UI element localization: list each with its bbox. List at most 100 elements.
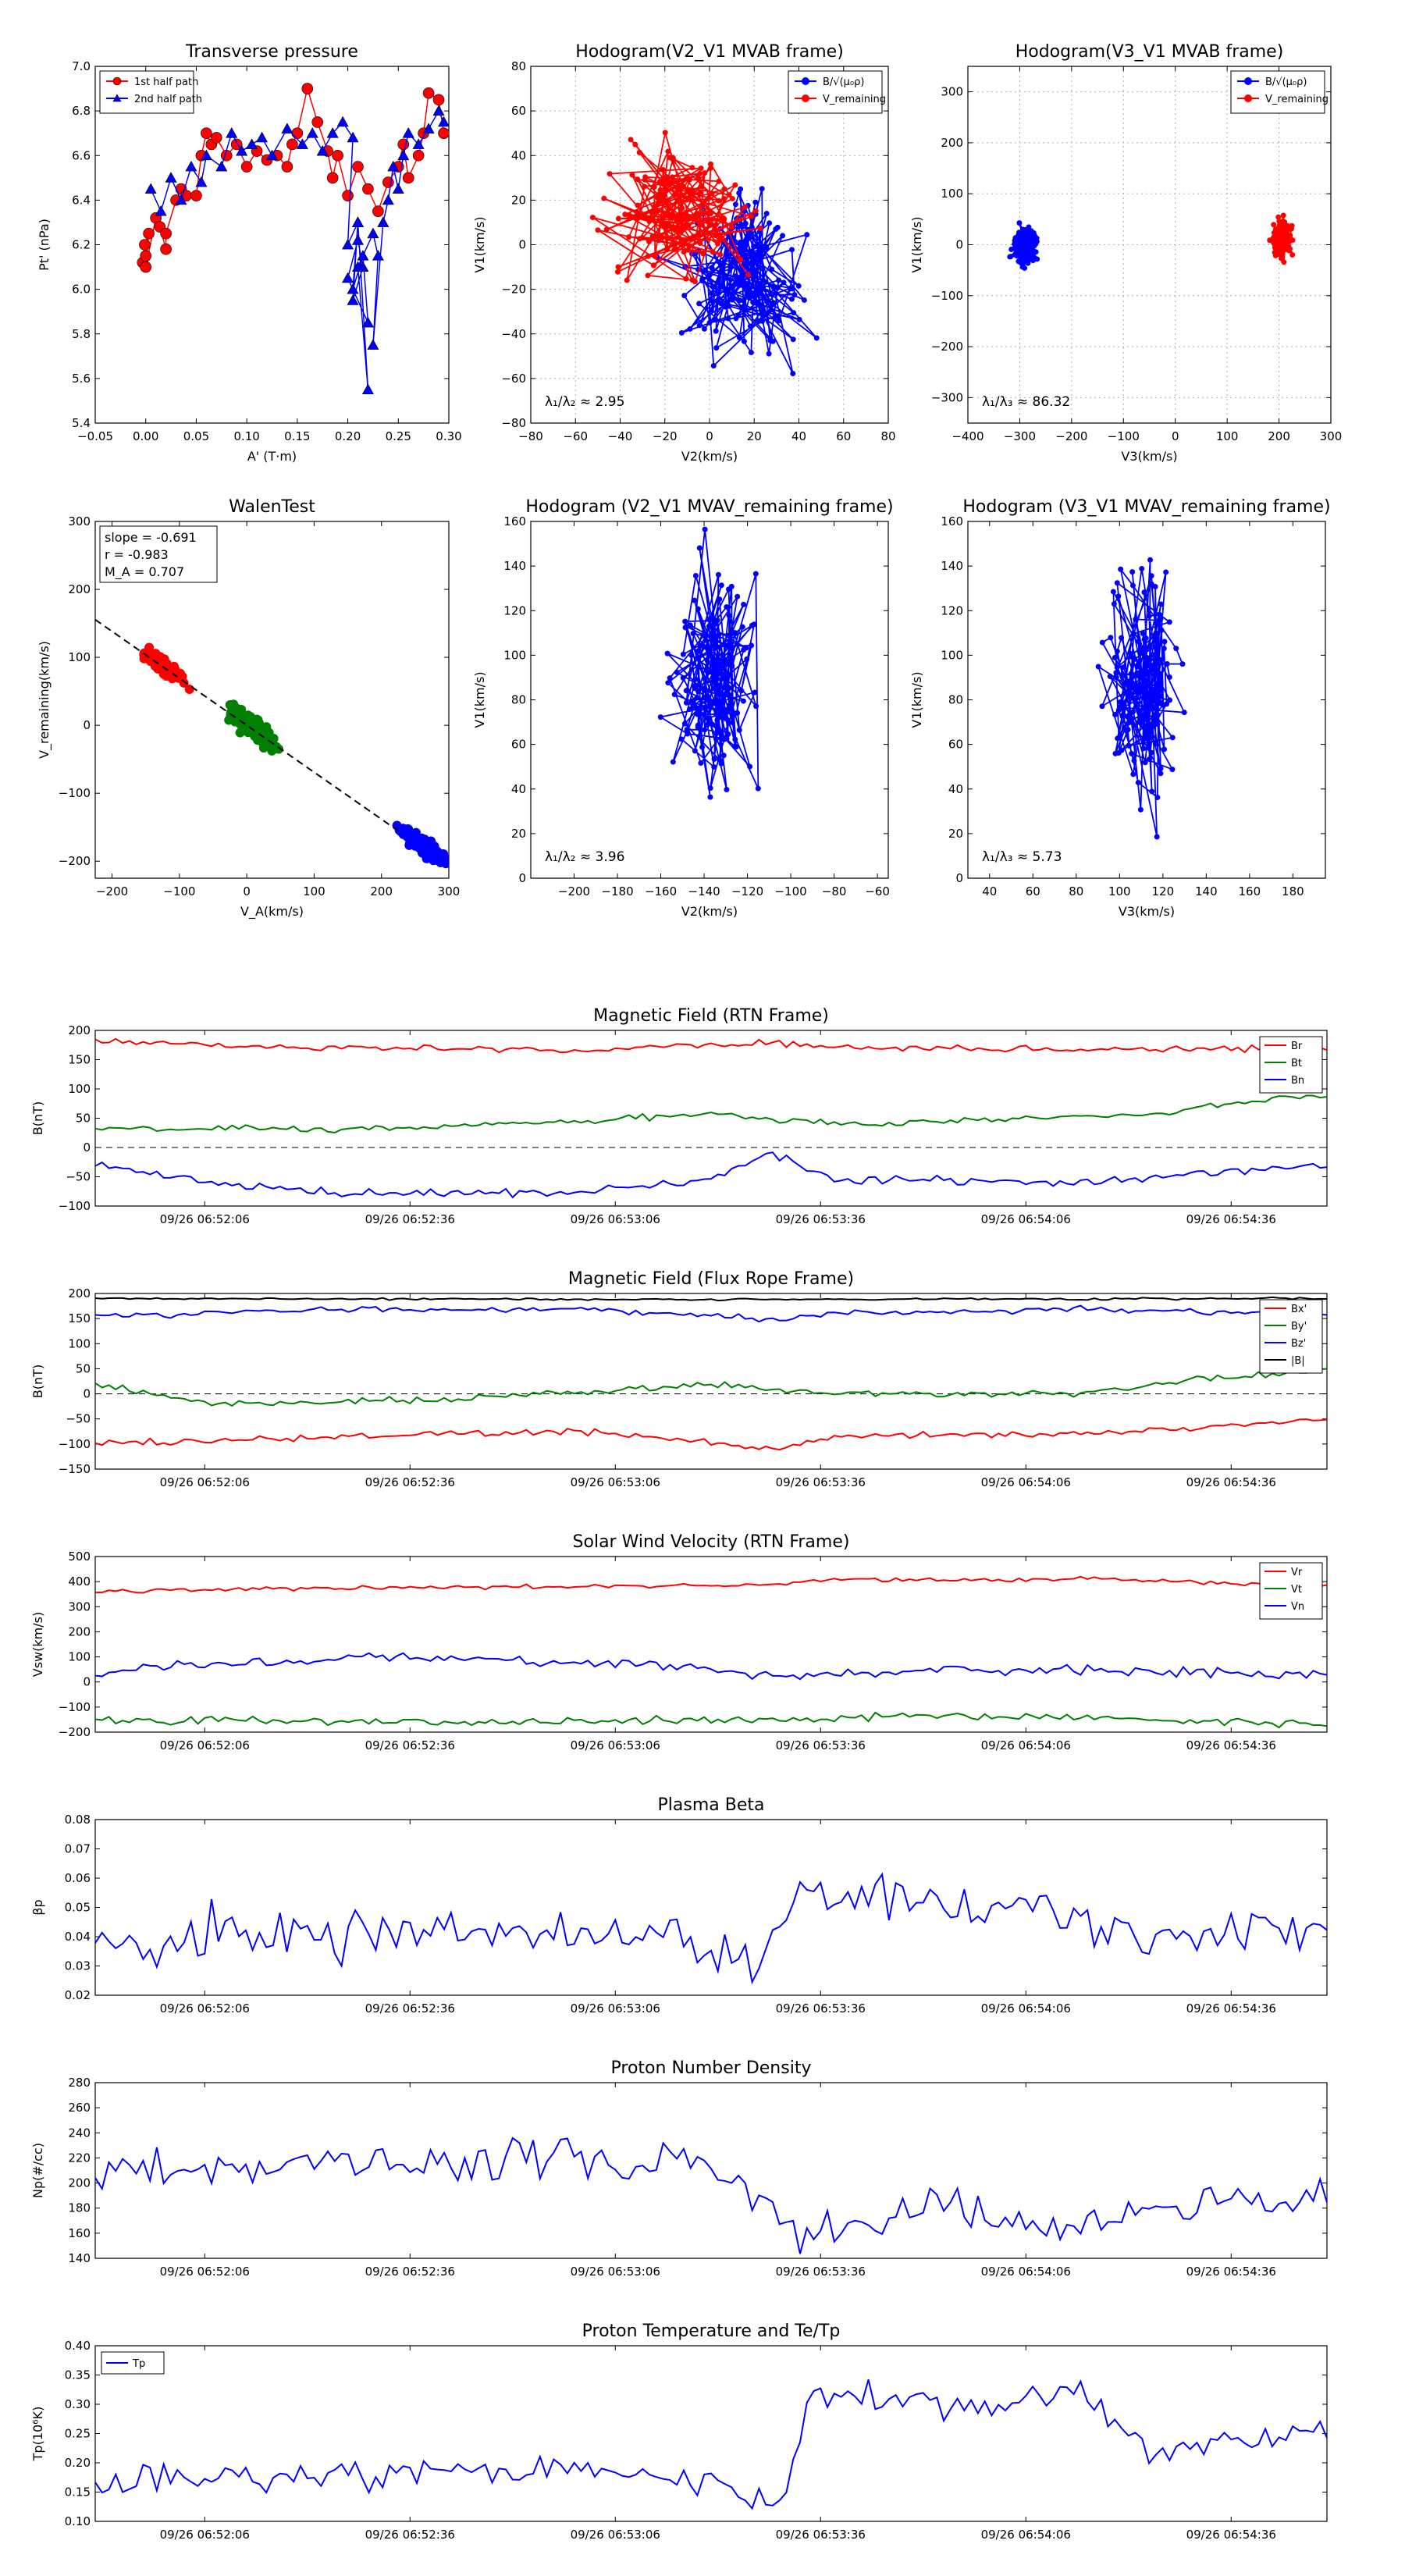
data-point [802,77,809,85]
data-point [274,744,284,754]
chart-title: Hodogram (V3_V1 MVAV_remaining frame) [962,497,1330,517]
data-point [636,149,642,155]
data-point [1161,639,1168,645]
data-point [1095,664,1101,670]
x-tick-label: 40 [982,884,997,898]
y-tick-label: 0.20 [65,2456,91,2470]
legend-label: B/√(μ₀ρ) [1265,76,1307,88]
legend-label: Br [1291,1041,1303,1052]
data-point [733,273,739,279]
data-point [336,116,349,127]
data-point [727,264,734,270]
data-point [601,195,607,201]
data-point [306,127,318,138]
y-tick-label: −100 [59,1700,91,1714]
data-point [758,249,764,255]
data-point [759,310,766,316]
series-line-2 [95,1652,1327,1681]
series-line-0 [656,188,817,374]
stats-line: slope = -0.691 [105,530,197,545]
chart-p5: −200 −180 −160 −140 −120 −100 −80 −60 0 20 40 60 80 1… [472,497,894,919]
data-point [763,211,770,217]
x-tick-label: 0.10 [233,429,259,443]
data-point [716,632,722,638]
x-tick-label: −40 [608,429,633,443]
data-point [685,731,691,737]
data-point [724,716,730,722]
data-point [724,787,730,793]
y-tick-label: 220 [68,2151,91,2165]
y-axis-label: Np(#/cc) [30,2143,45,2198]
y-tick-label: 200 [68,1624,91,1638]
data-point [699,744,706,750]
x-tick-label: 09/26 06:54:06 [981,1738,1071,1752]
data-point [717,269,724,276]
data-point [1156,656,1162,663]
y-tick-label: 100 [68,1082,91,1096]
legend-label: 1st half path [134,76,198,88]
series-line-0 [95,1037,1327,1054]
data-point [664,223,670,229]
y-tick-label: 6.0 [72,283,91,297]
data-point [1135,685,1141,691]
data-point [1133,672,1139,678]
axes-frame [530,521,889,879]
legend-label: Vn [1291,1601,1304,1613]
data-point [756,264,763,270]
x-tick-label: 0 [1172,429,1179,443]
stats-line: r = -0.983 [105,547,169,562]
data-point [676,229,682,235]
data-point [717,711,724,717]
data-point [1167,697,1173,703]
data-point [265,149,279,161]
data-point [1154,721,1161,728]
data-point [710,721,716,728]
data-point [714,617,720,624]
y-tick-label: 0.25 [65,2427,91,2441]
data-point [1147,756,1153,762]
data-point [702,704,709,710]
data-point [1137,647,1144,653]
data-point [140,261,152,273]
data-point [642,183,648,190]
data-point [624,277,630,283]
data-point [316,144,329,156]
data-point [1142,715,1148,721]
data-point [438,127,449,139]
data-point [1275,244,1282,250]
data-point [681,720,688,727]
data-point [686,176,692,183]
legend-box [1259,1299,1323,1374]
data-point [253,715,263,725]
x-tick-label: 180 [1282,884,1304,898]
data-point [244,719,254,729]
data-point [1158,601,1164,607]
y-axis-label: V1(km/s) [909,671,924,728]
data-point [1115,735,1121,742]
data-point [1179,661,1186,667]
data-point [680,183,686,190]
data-point [710,249,716,255]
data-point [1028,228,1034,234]
data-point [692,597,698,603]
data-point [702,170,708,176]
data-point [1130,771,1136,777]
series-line-2 [95,1304,1327,1323]
data-point [1099,703,1105,710]
data-point [347,294,359,305]
y-tick-label: −50 [66,1412,91,1426]
y-tick-label: 160 [503,514,526,528]
y-tick-label: 140 [503,559,526,573]
data-point [690,187,696,194]
data-point [710,283,716,290]
data-point [657,714,663,720]
data-point [738,186,744,192]
y-tick-label: 0.15 [65,2485,91,2500]
data-point [1137,806,1144,813]
data-point [713,328,719,334]
data-point [1099,639,1105,646]
data-point [732,201,738,208]
data-point [175,194,187,205]
data-point [701,326,707,332]
data-point [678,329,685,336]
